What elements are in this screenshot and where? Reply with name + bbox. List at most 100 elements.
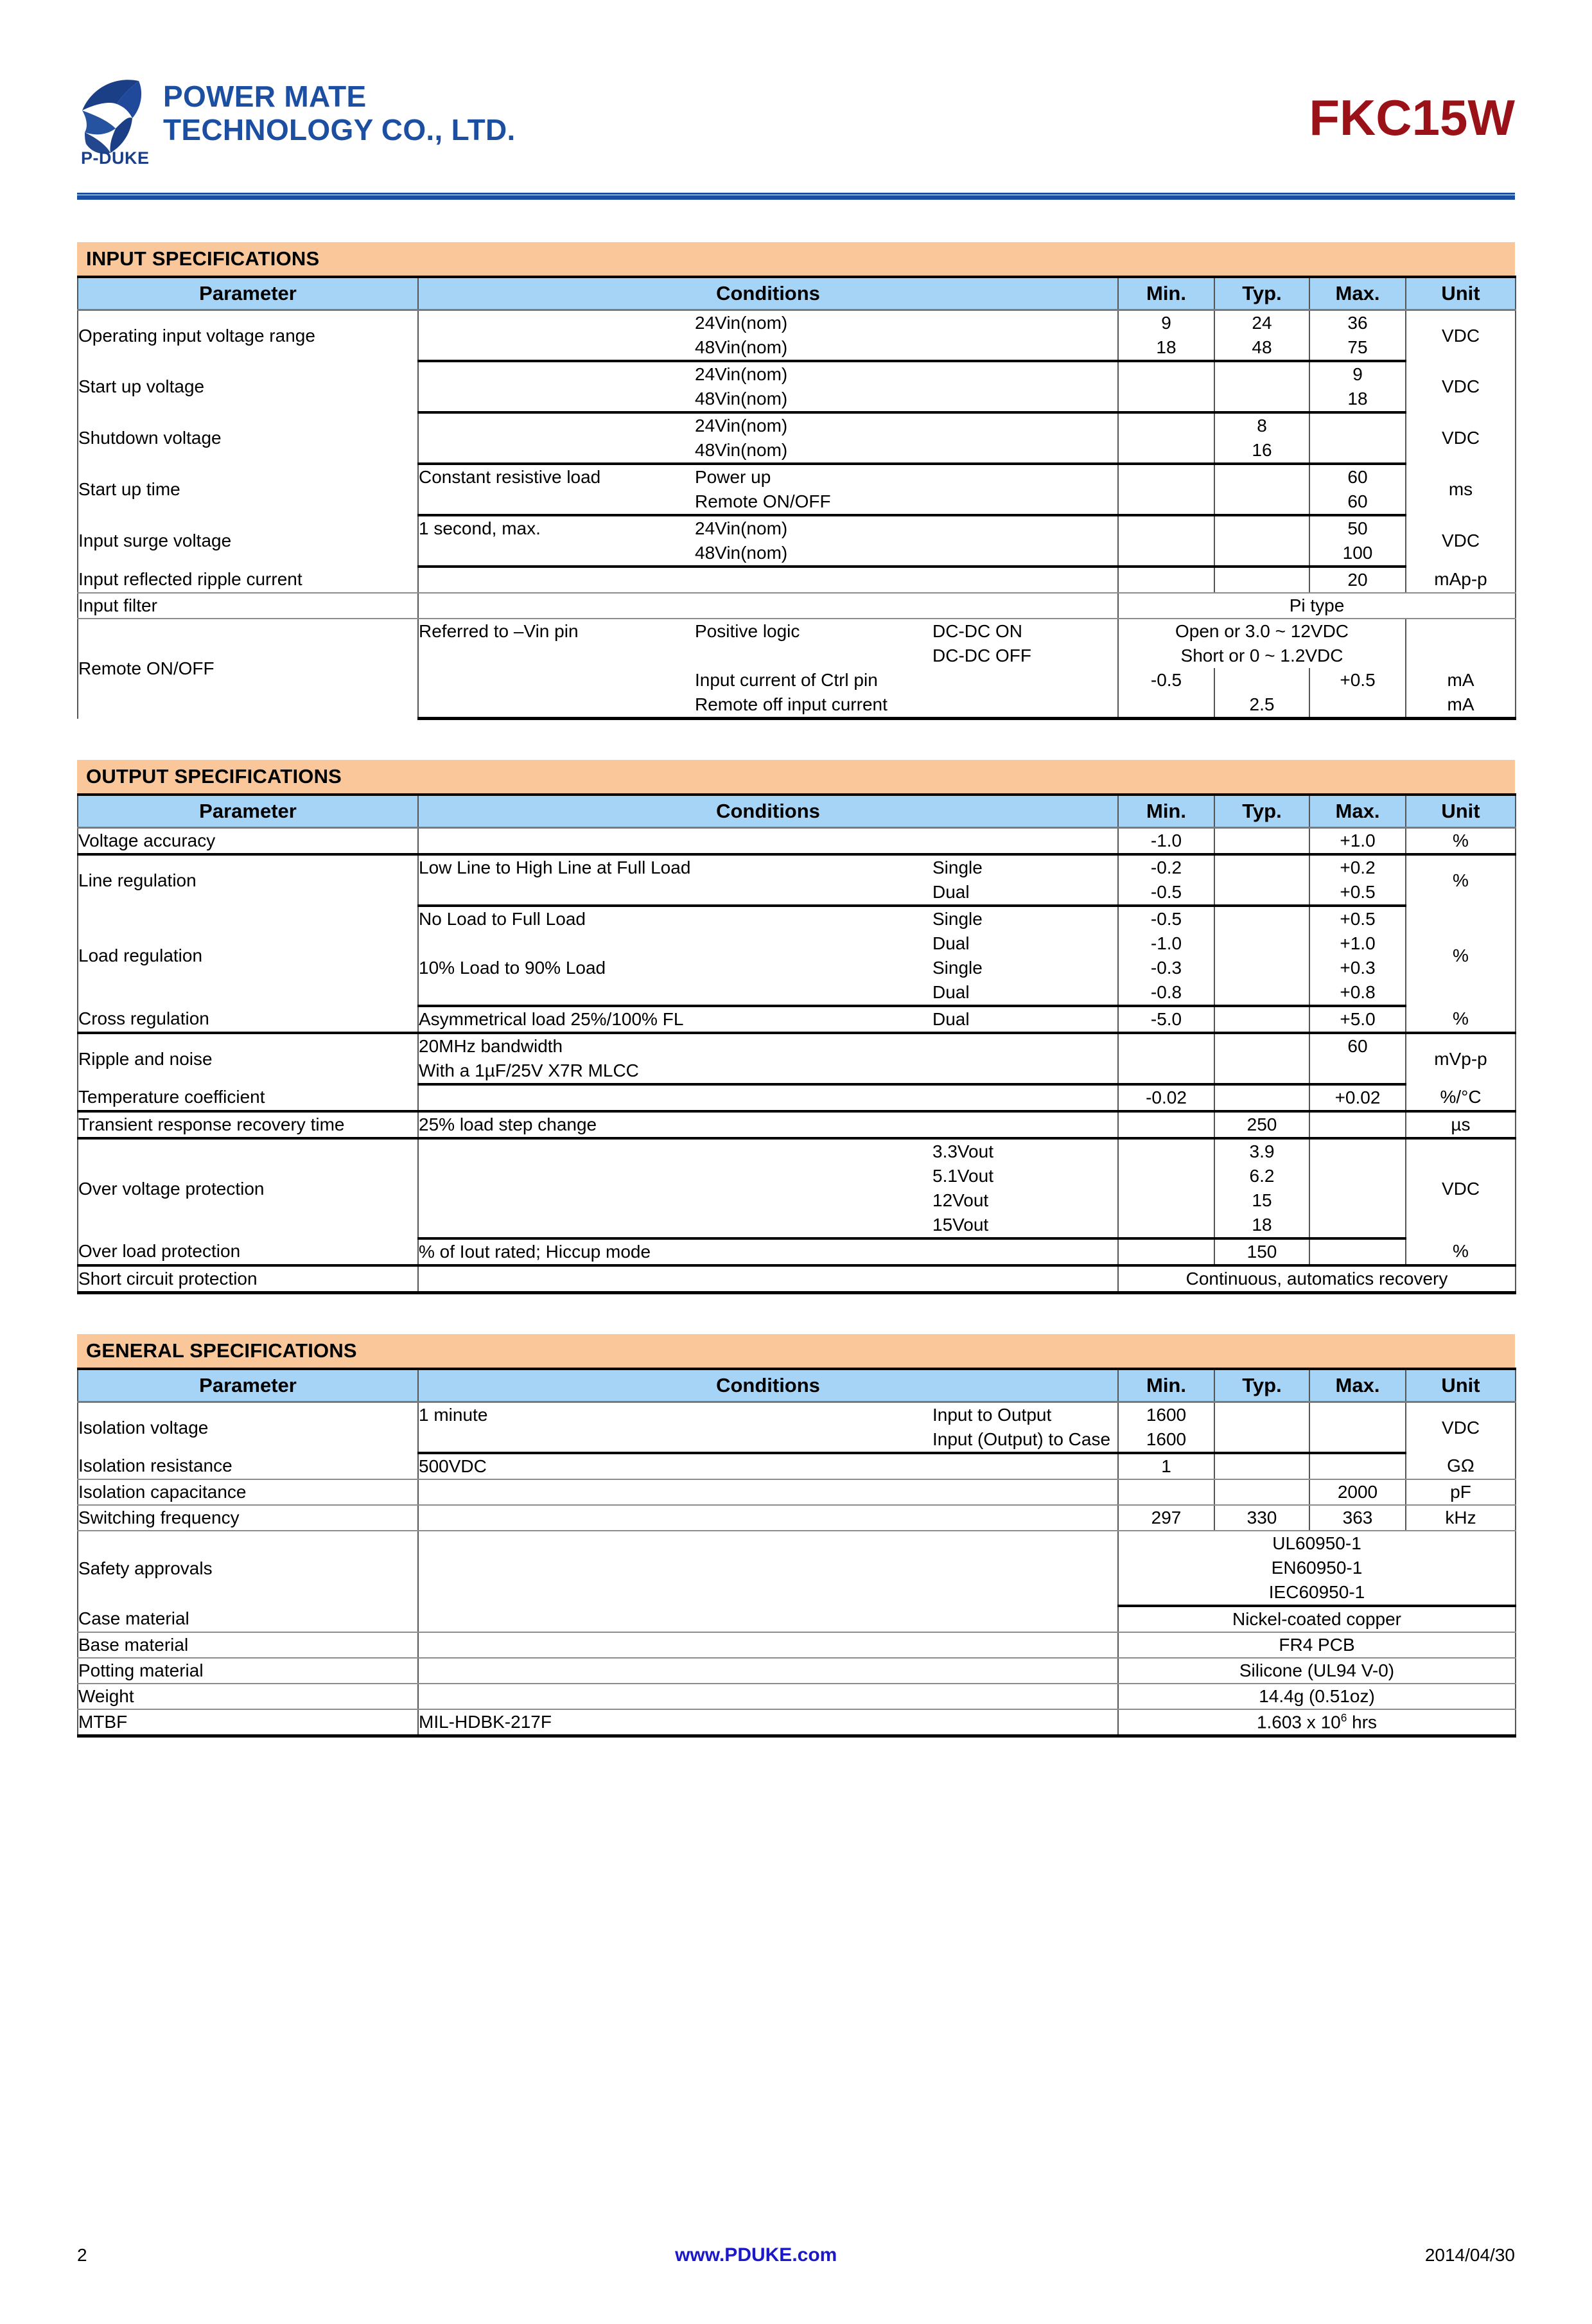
row-min	[1117, 464, 1215, 489]
table-row: 15Vout 18	[78, 1213, 1516, 1240]
row-conditions: Low Line to High Line at Full Load Single	[417, 854, 1119, 880]
condition-primary	[419, 337, 695, 358]
section-title: GENERAL SPECIFICATIONS	[86, 1339, 357, 1362]
condition-secondary: Remote off input current	[695, 694, 888, 714]
condition-tertiary	[932, 337, 1117, 358]
condition-tertiary: Dual	[932, 882, 970, 902]
condition-secondary: 24Vin(nom)	[695, 518, 788, 538]
row-typ	[1214, 1059, 1310, 1086]
table-row: Dual -0.5 +0.5	[78, 880, 1516, 907]
col-header-typ: Typ.	[1214, 793, 1310, 829]
table-row: Load regulation No Load to Full Load Singl…	[77, 906, 1516, 1006]
condition-primary	[419, 364, 695, 385]
row-unit: VDC	[1405, 361, 1516, 412]
row-min: -0.8	[1117, 980, 1215, 1007]
row-unit: mA	[1405, 668, 1516, 692]
row-min	[1117, 1188, 1215, 1213]
condition-secondary	[695, 1166, 932, 1186]
table-row: Remote off input current 2.5 mA	[78, 692, 1516, 720]
row-conditions: Dual	[417, 980, 1119, 1007]
condition-tertiary	[932, 440, 1117, 461]
row-min: -5.0	[1117, 1006, 1215, 1034]
row-typ: 15	[1214, 1188, 1310, 1213]
row-unit: %	[1405, 854, 1516, 906]
row-typ	[1214, 880, 1310, 907]
row-typ	[1214, 489, 1310, 516]
website-link[interactable]: www.PDUKE.com	[675, 2244, 837, 2266]
row-conditions: No Load to Full Load Single	[417, 906, 1119, 931]
page-footer: 2 www.PDUKE.com 2014/04/30	[77, 2244, 1515, 2266]
row-unit: %	[1405, 1238, 1516, 1267]
table-header-row: Parameter Conditions Min. Typ. Max. Unit	[77, 276, 1516, 311]
row-merged-value: 14.4g (0.51oz)	[1117, 1684, 1516, 1710]
row-parameter: Isolation capacitance	[77, 1479, 419, 1506]
row-max	[1309, 1164, 1406, 1188]
row-max: 50	[1309, 515, 1406, 541]
section-header-input: INPUT SPECIFICATIONS	[77, 242, 1515, 276]
col-header-max: Max.	[1309, 1368, 1406, 1403]
row-max: +0.5	[1309, 668, 1406, 692]
row-conditions: Input (Output) to Case	[417, 1427, 1119, 1454]
company-logo: P-DUKE POWER MATE TECHNOLOGY CO., LTD.	[77, 71, 516, 173]
condition-secondary: 24Vin(nom)	[695, 364, 788, 384]
col-header-unit: Unit	[1405, 1368, 1516, 1403]
condition-tertiary	[932, 694, 1117, 715]
row-conditions: Remote off input current	[417, 692, 1119, 720]
spec-table-output: Parameter Conditions Min. Typ. Max. Unit Volta…	[77, 793, 1516, 1294]
row-merged-value: Continuous, automatics recovery	[1117, 1265, 1516, 1294]
row-conditions: With a 1µF/25V X7R MLCC	[417, 1059, 1119, 1086]
table-row: 48Vin(nom) 100	[78, 541, 1516, 568]
row-max: 2000	[1309, 1479, 1406, 1506]
page-number: 2	[77, 2245, 87, 2265]
row-unit: mVp-p	[1405, 1033, 1516, 1084]
row-unit: %/°C	[1405, 1084, 1516, 1113]
revision-date: 2014/04/30	[1424, 2245, 1515, 2265]
row-max: +0.8	[1309, 980, 1406, 1007]
row-unit: %	[1405, 827, 1516, 856]
row-min: 1	[1117, 1453, 1215, 1480]
row-max	[1309, 412, 1406, 438]
row-conditions	[417, 827, 1119, 856]
row-conditions: 24Vin(nom)	[417, 412, 1119, 438]
condition-secondary	[695, 1036, 932, 1057]
row-max: 60	[1309, 1033, 1406, 1059]
row-parameter: Over voltage protection	[77, 1138, 419, 1238]
row-conditions: 12Vout	[417, 1188, 1119, 1213]
row-typ	[1214, 567, 1310, 594]
condition-secondary	[695, 933, 932, 954]
datasheet-page: P-DUKE POWER MATE TECHNOLOGY CO., LTD. F…	[0, 71, 1592, 2324]
row-typ	[1214, 541, 1310, 568]
row-max	[1309, 1402, 1406, 1427]
row-min: 1600	[1117, 1427, 1215, 1454]
table-row: Isolation capacitance 2000 pF	[77, 1479, 1516, 1506]
row-parameter: MTBF	[77, 1709, 419, 1738]
condition-tertiary: DC-DC ON	[932, 621, 1022, 641]
col-header-conditions: Conditions	[417, 1368, 1119, 1403]
condition-tertiary: Dual	[932, 933, 970, 953]
row-conditions: 24Vin(nom)	[417, 310, 1119, 335]
row-min	[1117, 515, 1215, 541]
row-typ	[1214, 1033, 1310, 1059]
row-unit: mA	[1405, 692, 1516, 720]
row-min	[1117, 1164, 1215, 1188]
row-conditions: 20MHz bandwidth	[417, 1033, 1119, 1059]
col-header-min: Min.	[1117, 1368, 1215, 1403]
condition-tertiary	[932, 467, 1117, 488]
condition-tertiary: Dual	[932, 982, 970, 1002]
col-header-conditions: Conditions	[417, 793, 1119, 829]
table-row: Ripple and noise 20MHz bandwidth 60 mVp-p	[77, 1033, 1516, 1084]
condition-tertiary: Single	[932, 858, 983, 877]
condition-primary: Constant resistive load	[419, 467, 601, 487]
condition-primary	[419, 313, 695, 333]
row-min: -0.2	[1117, 854, 1215, 880]
specification-sections: INPUT SPECIFICATIONS Parameter Conditions M…	[0, 242, 1592, 1738]
row-parameter: Input reflected ripple current	[77, 567, 419, 594]
row-min	[1117, 1479, 1215, 1506]
row-unit: µs	[1405, 1111, 1516, 1140]
row-conditions: 5.1Vout	[417, 1164, 1119, 1188]
col-header-parameter: Parameter	[77, 793, 419, 829]
row-typ: 250	[1214, 1111, 1310, 1140]
header-divider	[77, 193, 1515, 200]
table-row: Line regulation Low Line to High Line at …	[77, 854, 1516, 906]
row-parameter: Case material	[77, 1606, 419, 1633]
